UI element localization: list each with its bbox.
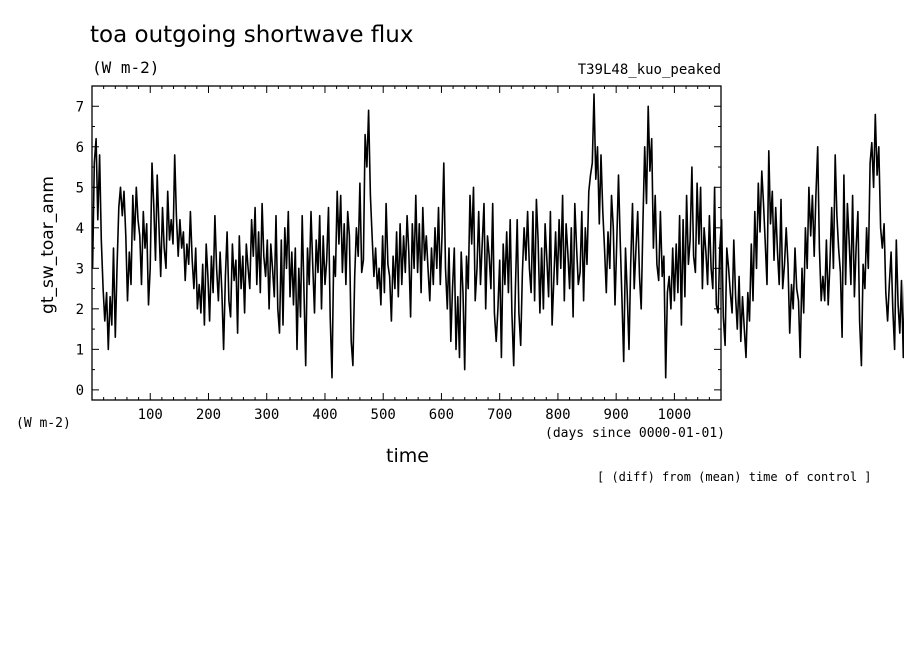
x-tick-label: 400 xyxy=(312,407,337,423)
x-tick-label: 600 xyxy=(429,407,454,423)
y-tick-label: 3 xyxy=(76,261,84,277)
x-tick-label: 700 xyxy=(487,407,512,423)
x-tick-label: 900 xyxy=(604,407,629,423)
y-tick-label: 5 xyxy=(76,180,84,196)
x-tick-label: 100 xyxy=(138,407,163,423)
x-axis-units: (days since 0000-01-01) xyxy=(545,426,726,441)
run-label: T39L48_kuo_peaked xyxy=(577,62,721,78)
y-tick-label: 7 xyxy=(76,99,84,115)
y-axis-units: (W m-2) xyxy=(16,416,71,431)
chart-subtitle: (W m-2) xyxy=(92,58,160,77)
x-tick-label: 800 xyxy=(545,407,570,423)
x-axis-label: time xyxy=(386,445,429,467)
chart-footnote: [ (diff) from (mean) time of control ] xyxy=(597,470,872,484)
y-tick-label: 0 xyxy=(76,383,84,399)
x-tick-label: 1000 xyxy=(658,407,692,423)
y-tick-label: 6 xyxy=(76,140,84,156)
x-tick-label: 200 xyxy=(196,407,221,423)
chart-title: toa outgoing shortwave flux xyxy=(90,22,414,48)
y-tick-label: 2 xyxy=(76,302,84,318)
x-tick-label: 500 xyxy=(371,407,396,423)
y-tick-label: 4 xyxy=(76,221,84,237)
series-line xyxy=(91,93,904,379)
y-tick-label: 1 xyxy=(76,342,84,358)
x-tick-label: 300 xyxy=(254,407,279,423)
